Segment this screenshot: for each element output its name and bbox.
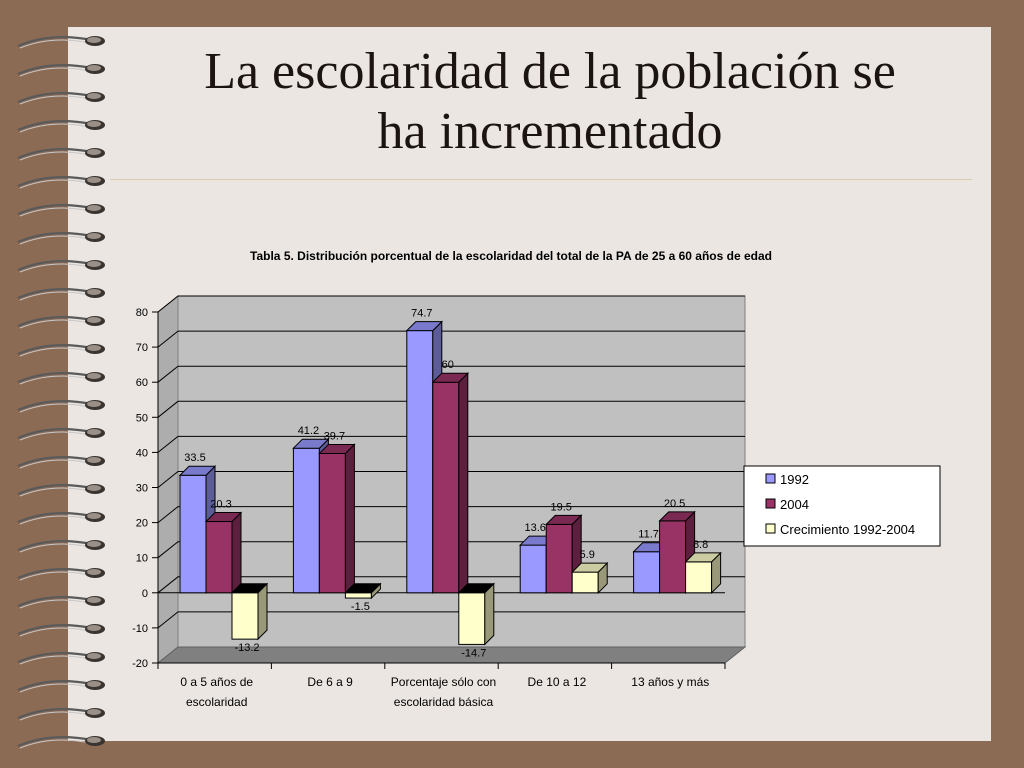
gridline (157, 611, 745, 629)
legend-entry: 1992 (780, 472, 809, 487)
spiral-ring (17, 372, 105, 385)
spiral-ring (17, 288, 105, 301)
data-label: 5.9 (580, 549, 595, 561)
bar (230, 582, 269, 641)
spiral-ring (17, 92, 105, 105)
data-label: 11.7 (638, 529, 659, 541)
title-divider (110, 179, 972, 180)
y-tick-label: 50 (136, 412, 148, 424)
y-tick-label: 40 (136, 447, 148, 459)
spiral-ring (17, 484, 105, 497)
data-label: 19.5 (550, 501, 571, 513)
data-label: -1.5 (351, 601, 370, 613)
data-label: 8.8 (693, 539, 708, 551)
legend-entry: Crecimiento 1992-2004 (780, 522, 915, 537)
gridline (157, 330, 745, 348)
spiral-ring (17, 120, 105, 133)
spiral-ring (17, 680, 105, 693)
spiral-ring (17, 512, 105, 525)
x-tick-label: Porcentaje sólo con escolaridad básica (391, 675, 496, 709)
bar (318, 443, 356, 595)
spiral-ring (17, 428, 105, 441)
spiral-ring (17, 316, 105, 329)
spiral-ring (17, 148, 105, 161)
spiral-ring (17, 204, 105, 217)
legend-swatch (765, 498, 776, 509)
gridline (157, 506, 745, 523)
page-title-line-1: La escolaridad de la población se (204, 43, 896, 100)
spiral-ring (17, 652, 105, 665)
data-label: 33.5 (184, 452, 205, 464)
gridline (157, 400, 745, 418)
spiral-ring (17, 568, 105, 581)
spiral-ring (17, 260, 105, 273)
bar (570, 561, 609, 595)
x-tick-label: 13 años y más (631, 675, 709, 689)
y-tick-label: 30 (136, 483, 148, 495)
y-tick-label: 70 (136, 342, 148, 354)
data-label: -14.7 (461, 647, 486, 659)
chart-title: Tabla 5. Distribución porcentual de la e… (250, 249, 772, 263)
spiral-ring (17, 708, 105, 721)
spiral-ring (17, 596, 105, 609)
bar (457, 582, 496, 646)
data-label: 41.2 (298, 425, 319, 437)
bar (344, 582, 382, 600)
page-title: La escolaridad de la población se ha inc… (110, 42, 990, 162)
spiral-ring (17, 456, 105, 469)
spiral-ring (17, 736, 105, 749)
page-title-line-2: ha incrementado (377, 103, 723, 160)
x-tick-label: 0 a 5 años de escolaridad (180, 675, 253, 709)
spiral-ring (17, 540, 105, 553)
gridline (157, 365, 745, 383)
data-label: 20.5 (664, 498, 685, 510)
notebook-spiral-binding (17, 36, 105, 749)
data-label: 39.7 (324, 430, 345, 442)
y-tick-label: 10 (136, 553, 148, 565)
legend-swatch (765, 523, 776, 534)
data-label: 13.6 (524, 522, 545, 534)
bar (431, 371, 470, 595)
bar (292, 437, 330, 595)
y-tick-label: 20 (136, 518, 148, 530)
spiral-ring (17, 624, 105, 637)
bar (204, 511, 243, 595)
y-tick-label: -20 (132, 658, 148, 670)
spiral-ring (17, 344, 105, 357)
y-tick-label: 0 (142, 588, 148, 600)
data-label: 74.7 (411, 308, 432, 320)
spiral-ring (17, 36, 105, 49)
bar (684, 551, 722, 595)
gridline (157, 295, 745, 313)
y-tick-label: 60 (136, 377, 148, 389)
y-tick-label: 80 (136, 307, 148, 319)
y-tick-label: -10 (132, 623, 148, 635)
legend-entry: 2004 (780, 497, 809, 512)
gridline (157, 435, 745, 453)
spiral-ring (17, 400, 105, 413)
data-label: -13.2 (234, 642, 259, 654)
legend: 1992 2004 Crecimiento 1992-2004 (743, 465, 941, 547)
spiral-ring (17, 176, 105, 189)
x-tick-label: De 6 a 9 (307, 675, 353, 689)
spiral-ring (17, 64, 105, 77)
spiral-ring (17, 232, 105, 245)
x-tick-label: De 10 a 12 (528, 675, 587, 689)
data-label: 20.3 (210, 499, 231, 511)
data-label: 60 (442, 359, 454, 371)
legend-swatch (765, 473, 776, 484)
gridline (157, 471, 745, 488)
